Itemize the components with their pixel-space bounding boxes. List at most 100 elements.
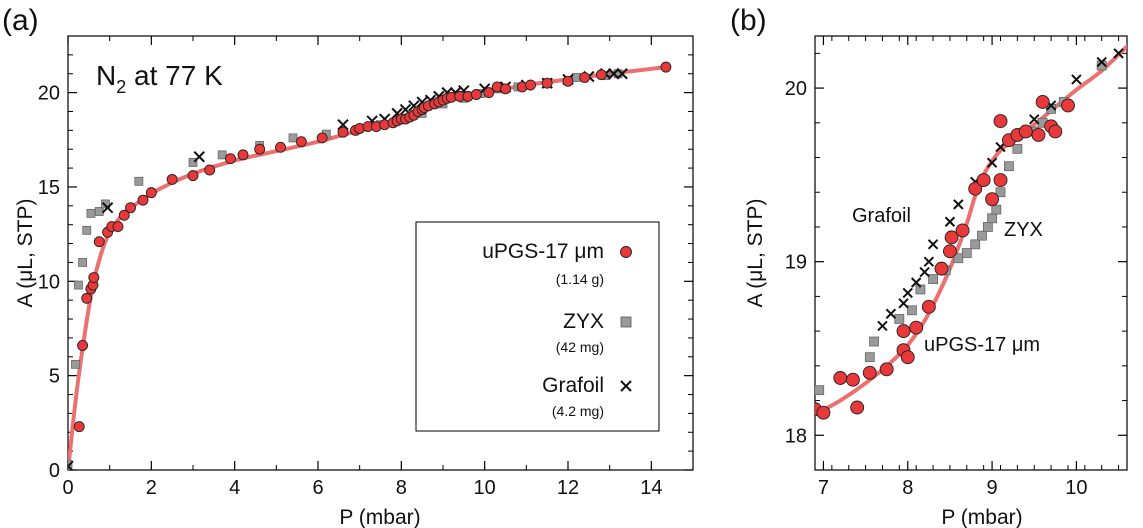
point-zyx (86, 208, 96, 218)
panel-a-legend: uPGS-17 μm (1.14 g) ZYX (42 mg) Grafoil … (415, 221, 660, 432)
point-upgs-17-m (579, 72, 591, 83)
point-zyx (894, 314, 905, 324)
legend-sub-grafoil: (4.2 mg) (552, 403, 604, 419)
point-zyx (970, 239, 981, 250)
point-upgs-17-m (93, 236, 105, 248)
point-upgs-17-m (470, 89, 482, 100)
point-upgs-17-m (562, 75, 574, 87)
legend-label-zyx: ZYX (563, 310, 604, 333)
panel-a-title: N2 at 77 K (96, 60, 223, 97)
point-upgs-17-m (118, 209, 130, 221)
y-tick-label: 15 (38, 177, 60, 199)
point-upgs-17-m (985, 192, 1000, 207)
point-upgs-17-m (254, 143, 266, 155)
point-zyx (915, 284, 926, 295)
point-upgs-17-m (909, 320, 924, 335)
point-upgs-17-m (1018, 124, 1033, 139)
point-upgs-17-m (73, 421, 85, 433)
y-tick-label: 20 (785, 78, 807, 100)
point-zyx (977, 230, 987, 241)
point-grafoil (616, 68, 628, 80)
point-zyx (188, 158, 198, 167)
panel-b-y-axis-label: A (μL, STP) (744, 199, 767, 308)
point-upgs-17-m (337, 126, 349, 138)
point-upgs-17-m (525, 79, 536, 91)
point-zyx (995, 187, 1006, 198)
panel-b-label: (b) (730, 4, 767, 37)
point-zyx (1004, 161, 1014, 172)
annotation-upgs: uPGS-17 μm (924, 334, 1040, 356)
point-upgs-17-m (942, 244, 957, 259)
point-zyx (869, 336, 879, 347)
point-upgs-17-m (1048, 124, 1063, 139)
panel-a-label: (a) (2, 4, 39, 37)
point-upgs-17-m (187, 170, 199, 182)
x-tick-label: 10 (1065, 477, 1087, 499)
point-zyx (907, 305, 917, 316)
panel-b-data-marks (815, 48, 1124, 420)
point-zyx (982, 222, 993, 232)
x-tick-label: 9 (987, 477, 998, 499)
point-grafoil (1113, 48, 1124, 59)
panel-b-fit-curve (815, 44, 1127, 417)
point-grafoil (885, 308, 897, 319)
point-upgs-17-m (879, 362, 894, 377)
legend-label-grafoil: Grafoil (542, 374, 604, 397)
point-upgs-17-m (976, 173, 991, 188)
point-zyx (217, 150, 227, 160)
point-grafoil (608, 68, 620, 80)
point-grafoil (902, 287, 913, 299)
point-upgs-17-m (993, 173, 1008, 188)
point-grafoil (927, 239, 939, 250)
panel-b-tick-labels: 7 8 9 10 18 19 20 (785, 78, 1088, 499)
point-upgs-17-m (145, 187, 157, 199)
y-tick-label: 0 (49, 460, 60, 482)
point-upgs-17-m (204, 164, 216, 176)
point-upgs-17-m (125, 202, 136, 214)
point-upgs-17-m (921, 299, 936, 314)
panel-a-y-axis-label: A (μL, STP) (14, 199, 37, 308)
point-zyx (101, 199, 110, 209)
point-grafoil (101, 202, 114, 214)
annotation-zyx: ZYX (1004, 219, 1043, 241)
point-upgs-17-m (77, 340, 89, 351)
x-tick-label: 2 (146, 477, 157, 499)
panel-a-x-axis-label: P (mbar) (339, 506, 420, 528)
y-tick-label: 10 (38, 271, 60, 293)
point-grafoil (1096, 56, 1107, 68)
point-upgs-17-m (166, 173, 178, 185)
panel-a-frame (67, 35, 694, 471)
legend-marker-square (620, 316, 632, 328)
point-grafoil (986, 157, 998, 168)
point-zyx (571, 73, 581, 82)
point-zyx (991, 204, 1002, 215)
panel-b: (b) 7 8 9 10 18 19 20 Grafoil ZYX uPGS-17 μm P… (730, 4, 1128, 528)
annotation-grafoil: Grafoil (852, 205, 911, 227)
point-upgs-17-m (237, 149, 249, 161)
point-upgs-17-m (660, 61, 672, 73)
point-upgs-17-m (483, 87, 495, 99)
legend-label-upgs: uPGS-17 μm (482, 240, 604, 263)
point-upgs-17-m (850, 400, 865, 415)
point-upgs-17-m (1031, 128, 1046, 142)
point-grafoil (944, 216, 956, 227)
point-upgs-17-m (944, 230, 959, 245)
panel-a-data-marks (68, 61, 672, 470)
point-zyx (961, 248, 972, 258)
point-upgs-17-m (225, 153, 236, 165)
x-tick-label: 10 (474, 477, 496, 499)
point-upgs-17-m (896, 324, 911, 339)
legend-marker-circle (620, 246, 632, 258)
legend-box (415, 221, 660, 432)
point-upgs-17-m (845, 372, 860, 387)
y-tick-label: 19 (785, 252, 807, 274)
point-zyx (78, 258, 87, 267)
x-tick-label: 8 (902, 477, 913, 499)
point-grafoil (1029, 114, 1040, 125)
point-upgs-17-m (112, 221, 124, 233)
point-zyx (815, 385, 825, 396)
point-upgs-17-m (81, 292, 93, 304)
y-tick-label: 5 (49, 366, 60, 388)
point-zyx (1012, 143, 1023, 154)
